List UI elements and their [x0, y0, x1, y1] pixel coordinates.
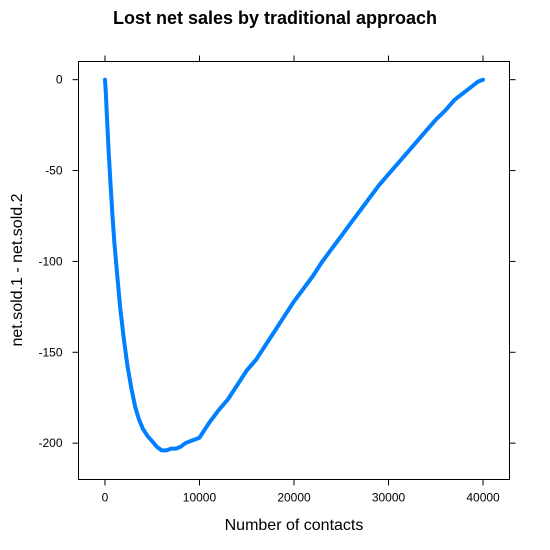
y-tick-label: -100 — [38, 254, 62, 268]
y-tick-label: -150 — [38, 345, 62, 359]
x-tick-label: 30000 — [372, 491, 406, 505]
x-tick-label: 20000 — [277, 491, 311, 505]
x-axis-label: Number of contacts — [224, 517, 364, 534]
x-tick-label: 40000 — [466, 491, 500, 505]
axes-layer: 0 10000 20000 30000 40000 0 -50 -100 -150 -200 — [38, 55, 516, 505]
y-axis-label: net.sold.1 - net.sold.2 — [9, 193, 26, 347]
chart-title: Lost net sales by traditional approach — [112, 8, 438, 28]
y-tick-label: -200 — [38, 436, 62, 450]
x-tick-label: 0 — [102, 491, 109, 505]
y-tick-label: -50 — [45, 164, 63, 178]
series-line — [103, 77, 485, 453]
y-tick-label: 0 — [56, 73, 63, 87]
series-layer — [103, 77, 485, 453]
x-tick-label: 10000 — [183, 491, 217, 505]
plot-frame — [78, 61, 510, 480]
